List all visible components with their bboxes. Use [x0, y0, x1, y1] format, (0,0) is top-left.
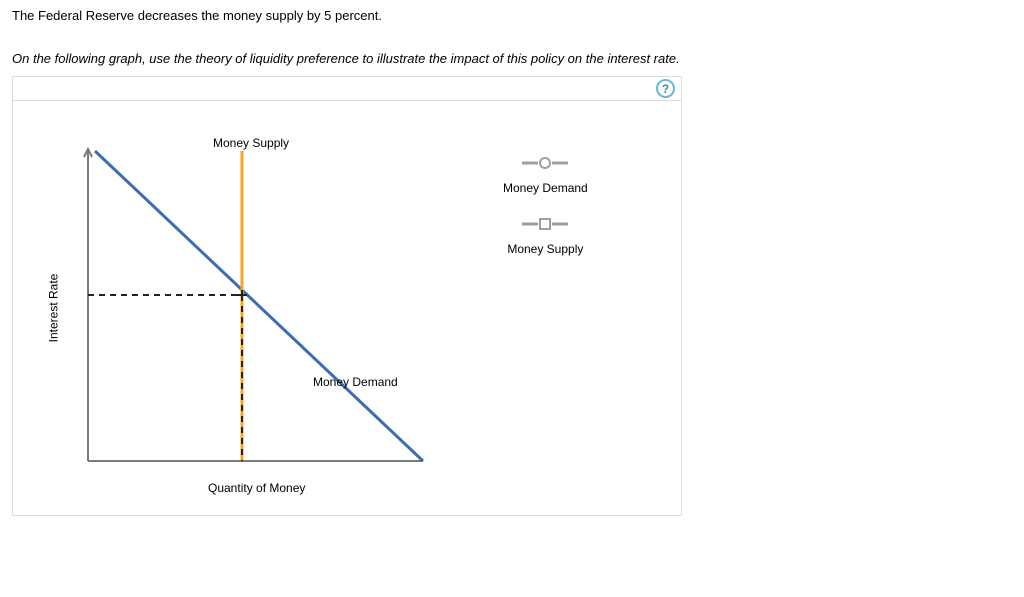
graph-panel: ? Interest Rate Quantity of Money Money … — [12, 76, 682, 516]
help-icon[interactable]: ? — [656, 79, 675, 98]
y-axis-label: Interest Rate — [46, 274, 60, 343]
supply-line-label: Money Supply — [213, 136, 289, 150]
legend-supply-swatch — [520, 217, 570, 234]
instruction-text: On the following graph, use the theory o… — [12, 51, 1012, 66]
legend-demand-swatch — [520, 156, 570, 173]
legend: Money Demand Money Supply — [503, 156, 588, 278]
demand-line-label: Money Demand — [313, 375, 398, 389]
legend-item-supply[interactable]: Money Supply — [503, 217, 588, 256]
question-text: The Federal Reserve decreases the money … — [12, 8, 1012, 23]
legend-demand-label: Money Demand — [503, 181, 588, 195]
legend-supply-label: Money Supply — [503, 242, 588, 256]
panel-header: ? — [13, 77, 681, 101]
legend-item-demand[interactable]: Money Demand — [503, 156, 588, 195]
x-axis-label: Quantity of Money — [208, 481, 305, 495]
chart-area[interactable]: Interest Rate Quantity of Money Money Su… — [13, 101, 681, 515]
